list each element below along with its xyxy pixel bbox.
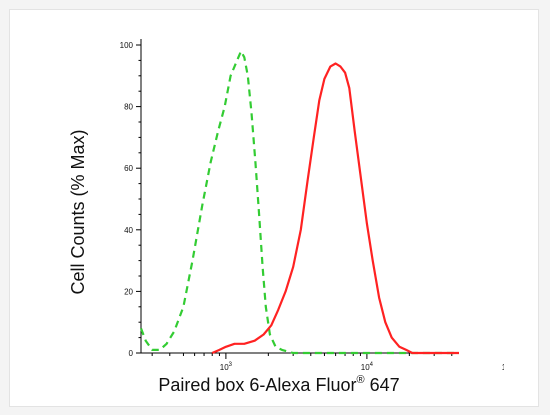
x-tick-label: 105	[502, 362, 504, 372]
series-layer	[139, 50, 459, 355]
x-axis-label-superscript: ®	[356, 374, 364, 386]
y-axis-label: Cell Counts (% Max)	[68, 129, 88, 294]
histogram-chart: 0 20 40 60 80 100 103 104 105 Cell Counts (% Max…	[68, 39, 504, 395]
x-axis-label-suffix: 647	[365, 375, 400, 395]
axes: 0 20 40 60 80 100 103 104 105	[120, 39, 504, 372]
y-tick-label: 40	[124, 226, 133, 235]
x-axis-label: Paired box 6-Alexa Fluor® 647	[158, 374, 399, 395]
y-tick-label: 60	[124, 164, 133, 173]
y-tick-label: 0	[129, 349, 134, 358]
figure-frame: 0 20 40 60 80 100 103 104 105 Cell Counts (% Max…	[9, 9, 539, 407]
series-line-1	[139, 50, 459, 355]
x-tick-label: 104	[361, 362, 374, 372]
chart-panel: 0 20 40 60 80 100 103 104 105 Cell Counts (% Max…	[64, 27, 504, 402]
y-tick-label: 80	[124, 103, 133, 112]
y-tick-label: 100	[120, 41, 134, 50]
x-axis-label-main: Paired box 6-Alexa Fluor	[158, 375, 356, 395]
series-line-2	[211, 62, 459, 355]
y-tick-label: 20	[124, 287, 133, 296]
x-tick-label: 103	[220, 362, 233, 372]
